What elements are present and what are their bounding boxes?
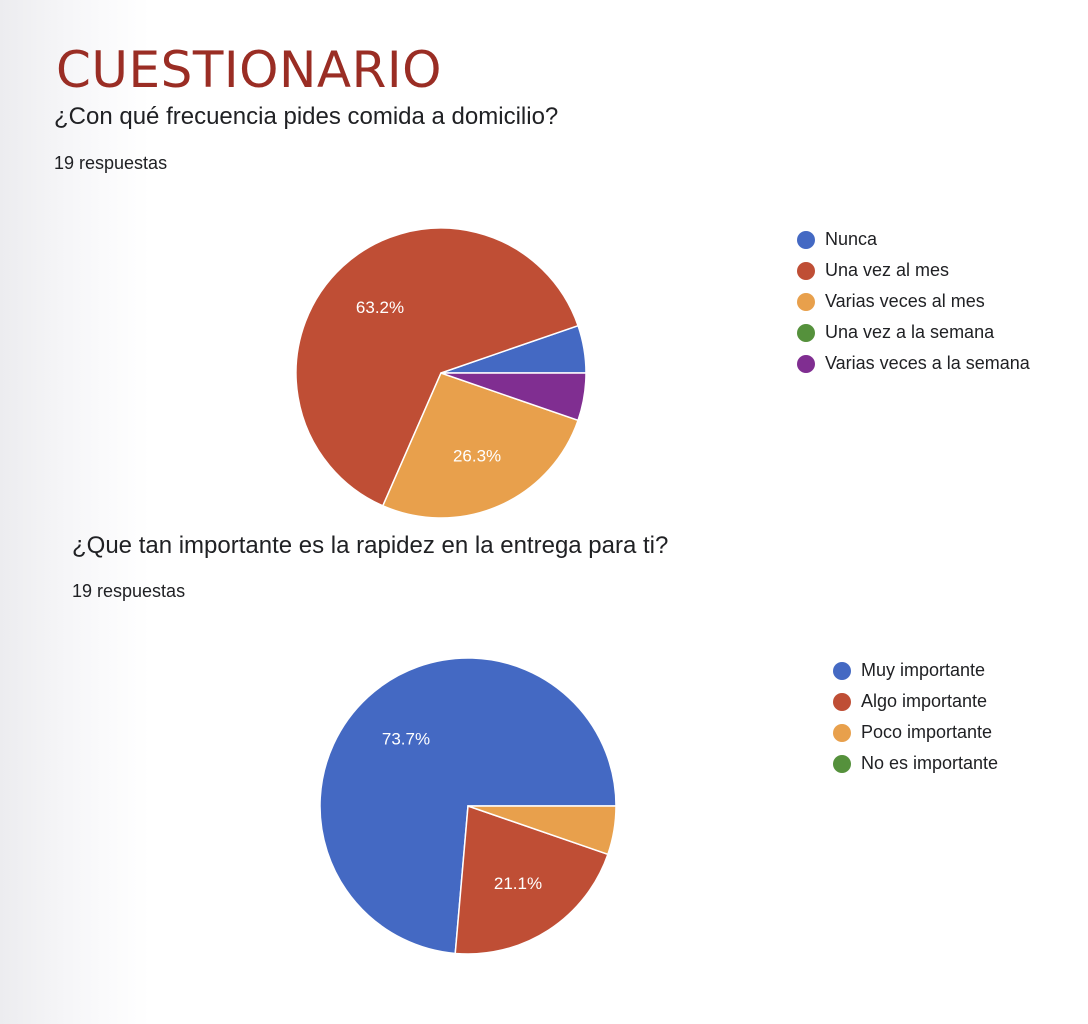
legend-item-no-es-importante: No es importante bbox=[833, 748, 998, 779]
legend-item-varias-veces-a-la-semana: Varias veces a la semana bbox=[797, 348, 1030, 379]
legend-swatch bbox=[797, 292, 815, 311]
legend-speed-importance: Muy importante Algo importante Poco import… bbox=[833, 655, 998, 779]
data-label-algo-importante: 21.1% bbox=[494, 874, 542, 893]
pie-slice-una-vez-al-mes bbox=[295, 227, 580, 507]
legend-item-una-vez-al-mes: Una vez al mes bbox=[797, 255, 1030, 286]
legend-label: No es importante bbox=[861, 753, 999, 773]
data-label-muy-importante: 73.7% bbox=[382, 729, 430, 748]
data-label-una-vez-al-mes: 63.2% bbox=[356, 298, 404, 317]
legend-item-algo-importante: Algo importante bbox=[833, 686, 998, 717]
pie-slice-algo-importante bbox=[454, 804, 609, 955]
legend-swatch bbox=[797, 230, 815, 249]
legend-swatch bbox=[797, 354, 815, 373]
legend-item-poco-importante: Poco importante bbox=[833, 717, 998, 748]
legend-label: Varias veces a la semana bbox=[825, 353, 1030, 373]
data-label-varias-veces-al-mes: 26.3% bbox=[453, 446, 501, 465]
legend-swatch bbox=[833, 661, 851, 680]
legend-swatch bbox=[797, 261, 815, 280]
pie-slice-poco-importante bbox=[467, 805, 617, 856]
legend-label: Algo importante bbox=[861, 691, 988, 711]
pie-slice-varias-veces-a-la-semana bbox=[440, 372, 587, 422]
legend-swatch bbox=[833, 723, 851, 742]
legend-label: Muy importante bbox=[861, 660, 986, 680]
legend-label: Una vez a la semana bbox=[825, 322, 995, 342]
legend-item-muy-importante: Muy importante bbox=[833, 655, 998, 686]
legend-label: Nunca bbox=[825, 229, 878, 249]
question-2-response-count: 19 respuestas bbox=[72, 581, 186, 601]
question-1-title: ¿Con qué frecuencia pides comida a domic… bbox=[54, 103, 559, 130]
legend-frequency: Nunca Una vez al mes Varias veces al mes Un… bbox=[797, 224, 1030, 379]
legend-label: Poco importante bbox=[861, 722, 993, 742]
legend-swatch bbox=[833, 692, 851, 711]
legend-label: Varias veces al mes bbox=[825, 291, 985, 311]
question-1-response-count: 19 respuestas bbox=[54, 153, 168, 173]
legend-swatch bbox=[797, 323, 815, 342]
legend-item-una-vez-a-la-semana: Una vez a la semana bbox=[797, 317, 1030, 348]
pie-chart-speed-importance: 73.7% 21.1% bbox=[319, 657, 617, 955]
question-2-title: ¿Que tan importante es la rapidez en la … bbox=[72, 532, 669, 559]
page-title: CUESTIONARIO bbox=[56, 41, 442, 99]
pie-chart-frequency: 63.2% 26.3% bbox=[295, 227, 587, 519]
side-shade bbox=[0, 0, 150, 1024]
legend-item-nunca: Nunca bbox=[797, 224, 1030, 255]
legend-swatch bbox=[833, 754, 851, 773]
legend-item-varias-veces-al-mes: Varias veces al mes bbox=[797, 286, 1030, 317]
pie-slice-varias-veces-al-mes bbox=[381, 372, 580, 519]
legend-label: Una vez al mes bbox=[825, 260, 950, 280]
